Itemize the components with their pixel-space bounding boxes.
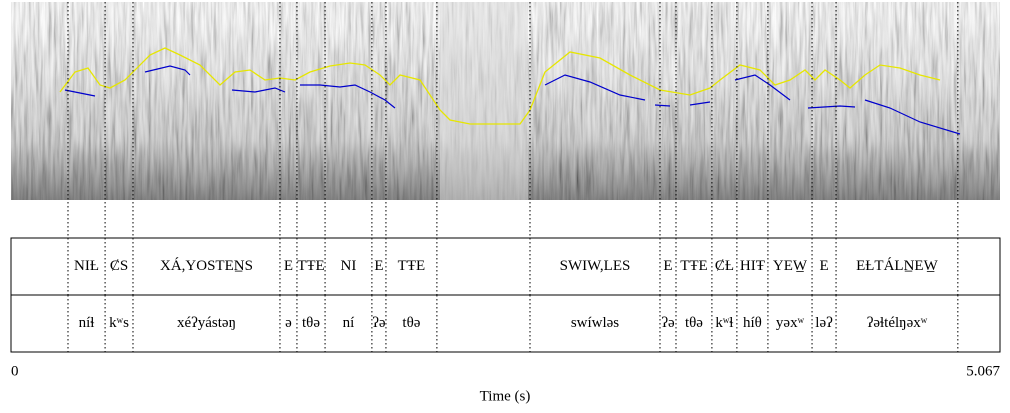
interval-label: kʷɬ xyxy=(715,315,733,331)
interval-label: yəxʷ xyxy=(776,315,805,331)
interval-label: tθə xyxy=(685,315,703,331)
interval-label: ʔə xyxy=(661,315,675,331)
interval-label: ȻȽ xyxy=(715,258,734,274)
interval-label: E xyxy=(663,258,672,274)
interval-label: HIŦ xyxy=(740,258,765,274)
interval-label: TŦE xyxy=(398,258,426,274)
interval-label: E xyxy=(819,258,828,274)
interval-label: ȻS xyxy=(110,258,128,274)
interval-label: NIȽ xyxy=(74,258,99,274)
interval-label: TŦE xyxy=(680,258,708,274)
interval-label: tθə xyxy=(302,315,320,331)
interval-label: EȽTÁLN̲EW̲ xyxy=(856,257,938,274)
interval-label: E xyxy=(284,258,293,274)
interval-label: XÁ,YOSTEN̲S xyxy=(160,257,253,274)
interval-label: YEW̲ xyxy=(773,258,808,274)
interval-label: tθə xyxy=(402,315,420,331)
interval-label: xéʔyástəŋ xyxy=(177,315,236,331)
interval-label: ə xyxy=(285,315,292,331)
interval-label: E xyxy=(374,258,383,274)
interval-label: NI xyxy=(341,258,357,274)
interval-label: ləʔ xyxy=(815,315,833,331)
interval-label: níɬ xyxy=(79,315,95,331)
interval-label: kʷs xyxy=(109,315,129,331)
intensity-contour xyxy=(59,47,941,125)
interval-label: swíwləs xyxy=(571,315,619,331)
pitch-contour xyxy=(64,65,961,135)
interval-label: SWIW,LES xyxy=(560,258,631,274)
axis-start-label: 0 xyxy=(11,363,19,379)
interval-label: ʔəɬtélŋəxʷ xyxy=(867,315,928,331)
spectrogram xyxy=(11,2,1000,200)
interval-label: TŦE xyxy=(297,258,325,274)
interval-label: ʔə xyxy=(372,315,386,331)
axis-end-label: 5.067 xyxy=(966,363,1000,379)
interval-label: híθ xyxy=(743,315,762,331)
axis-title: Time (s) xyxy=(480,388,531,404)
interval-label: ní xyxy=(343,315,355,331)
